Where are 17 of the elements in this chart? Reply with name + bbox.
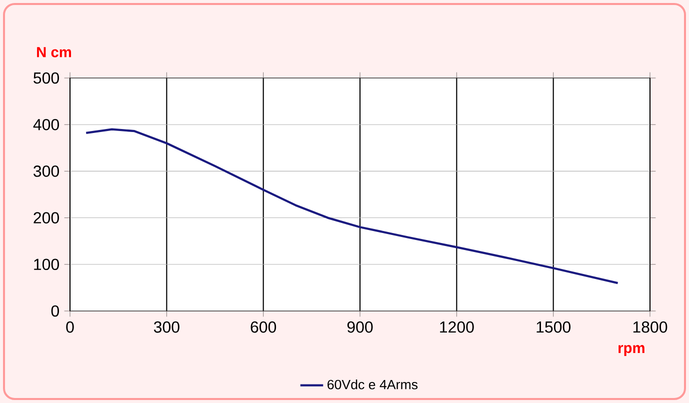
y-axis-title: N cm: [37, 47, 72, 58]
x-tick-label: 600: [250, 321, 276, 333]
y-tick-label: 0: [51, 305, 59, 317]
x-axis-title: rpm: [618, 345, 644, 356]
x-tick-label: 1200: [440, 321, 474, 333]
x-tick-label: 300: [154, 321, 180, 333]
y-tick-label: 400: [33, 118, 59, 130]
y-tick-label: 100: [34, 258, 59, 270]
y-tick-label: 200: [34, 212, 59, 224]
legend-label: 60Vdc e 4Arms: [328, 379, 418, 390]
x-tick-label: 900: [347, 321, 373, 333]
y-tick-label: 500: [34, 72, 59, 84]
x-tick-label: 1800: [633, 321, 668, 333]
y-tick-label: 300: [34, 166, 59, 177]
x-tick-label: 1500: [536, 321, 570, 333]
x-tick-label: 0: [66, 321, 74, 333]
line-series: [85, 128, 619, 284]
